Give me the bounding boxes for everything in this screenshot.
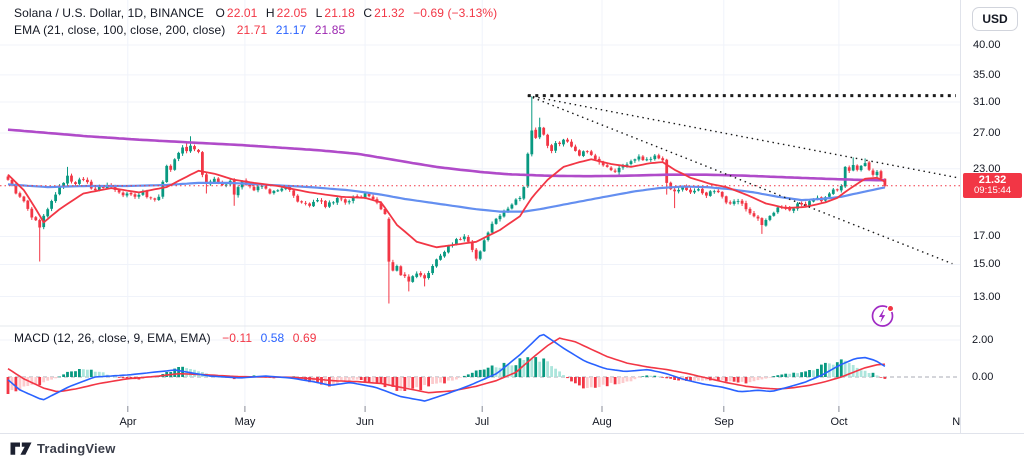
grid-lines [0,0,1024,412]
ema-indicator-header: EMA (21, close, 100, close, 200, close) … [14,23,345,37]
ohlc-low-value: 21.18 [324,6,355,20]
ohlc-open-value: 22.01 [226,6,258,20]
macd-hist-value: −0.11 [222,331,253,345]
ema21-value: 21.71 [236,23,268,37]
macd-indicator-label[interactable]: MACD (12, 26, close, 9, EMA, EMA) [14,331,211,345]
tradingview-logo-icon [10,442,32,455]
time-axis-month-label: May [234,416,256,428]
last-price-badge[interactable]: 21.32 09:15:44 [963,173,1022,198]
ema-indicator-label[interactable]: EMA (21, close, 100, close, 200, close) [14,23,226,37]
ohlc-high-label: H [265,6,275,20]
ema200-line [7,128,885,182]
time-axis-month-label: Oct [830,416,848,428]
ohlc-low-label: L [315,6,323,20]
macd-signal-line [7,337,885,394]
ema21-line [7,158,886,249]
symbol-header: Solana / U.S. Dollar, 1D, BINANCE O 22.01… [14,6,497,20]
macd-lines [7,333,886,402]
time-axis-month-label: Apr [119,416,137,428]
price-axis-label: 40.00 [973,39,1001,51]
dotted-trendline [527,94,953,265]
time-axis-month-label: Sep [714,416,734,428]
ema100-value: 21.17 [275,23,307,37]
last-price-value: 21.32 [978,174,1007,186]
time-axis-month-label: Jun [356,416,374,428]
flash-icon-graphic [871,304,895,327]
time-axis[interactable]: Apr May Jun Jul Aug Sep Oct Nov [0,412,960,433]
change-value: −0.69 (−3.13%) [413,6,498,20]
candles [6,96,887,304]
ohlc-close-value: 21.32 [374,6,405,20]
macd-line [7,333,886,402]
time-axis-ticks [127,406,840,412]
trendline-drawings[interactable] [527,94,959,265]
brand-name: TradingView [37,441,116,456]
price-axis-label: 13.00 [973,291,1001,303]
dotted-trendline [527,94,959,179]
bar-countdown: 09:15:44 [974,185,1011,196]
flash-events-icon[interactable] [868,301,898,331]
ohlc-open-label: O [215,6,225,20]
price-axis-label: 17.00 [973,230,1001,242]
price-axis-label: 35.00 [973,69,1001,81]
ema200-value: 21.85 [314,23,346,37]
price-axis-label: 23.00 [973,163,1001,175]
time-axis-month-label: Aug [592,416,612,428]
price-axis-label: 31.00 [973,96,1001,108]
price-axis-label: 15.00 [973,258,1001,270]
footer-bar: TradingView [0,433,1024,463]
ohlc-close-label: C [363,6,373,20]
time-axis-month-label: Jul [474,416,490,428]
ema-overlays [7,128,886,249]
ohlc-high-value: 22.05 [276,6,308,20]
price-axis[interactable]: USD 21.32 09:15:44 40.00 35.00 31.00 27.00 2… [960,0,1024,433]
macd-histogram [6,357,887,394]
time-axis-month-label: Nov [952,416,960,428]
price-axis-label: 27.00 [973,127,1001,139]
currency-toggle-button[interactable]: USD [972,7,1018,31]
macd-indicator-header: MACD (12, 26, close, 9, EMA, EMA) −0.11 … [14,331,317,345]
symbol-title[interactable]: Solana / U.S. Dollar, 1D, BINANCE [14,6,205,20]
tradingview-logo[interactable]: TradingView [10,441,116,456]
macd-signal-value: 0.69 [292,331,317,345]
macd-line-value: 0.58 [260,331,285,345]
